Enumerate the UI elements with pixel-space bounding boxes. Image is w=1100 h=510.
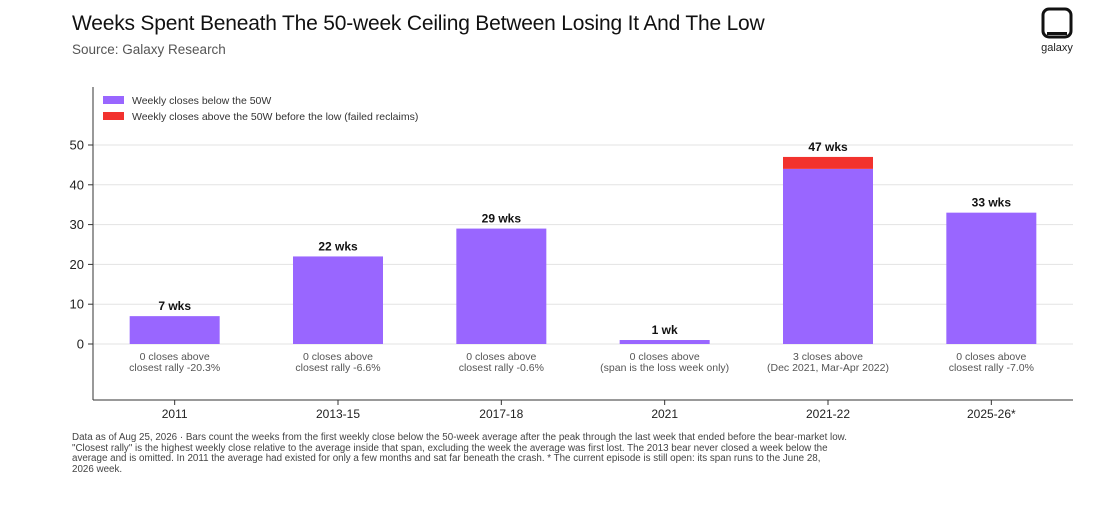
x-tick-label: 2013-15 — [316, 407, 360, 421]
bar-annotation-line2: (span is the loss week only) — [600, 362, 729, 374]
bar-annotation-line2: closest rally -0.6% — [459, 362, 544, 374]
bar-annotation-line2: closest rally -7.0% — [949, 362, 1034, 374]
bar-data-label: 22 wks — [318, 239, 358, 253]
footnote-line: Data as of Aug 25, 2026 · Bars count the… — [72, 432, 847, 443]
bar-data-label: 29 wks — [482, 212, 522, 226]
bar-annotation-line2: closest rally -20.3% — [129, 362, 220, 374]
axes — [92, 87, 1073, 401]
y-tick-label: 40 — [70, 177, 84, 192]
bar-data-label: 7 wks — [158, 299, 191, 313]
bar-annotation-line1: 0 closes above — [140, 351, 210, 363]
footnote-line: 2026 week. — [72, 463, 123, 475]
x-tick-label: 2025-26* — [967, 407, 1016, 421]
y-axis-ticks: 0 10 20 30 40 50 — [70, 138, 93, 352]
chart-title: Weeks Spent Beneath The 50-week Ceiling … — [72, 12, 765, 35]
legend-swatch-above — [103, 112, 124, 120]
y-tick-label: 0 — [77, 337, 84, 352]
bar-below — [783, 168, 873, 344]
galaxy-logo: galaxy — [1034, 6, 1080, 58]
bars — [129, 156, 1037, 344]
galaxy-logo-text: galaxy — [1041, 42, 1073, 54]
bar-data-label: 47 wks — [808, 140, 848, 154]
y-tick-label: 20 — [70, 257, 84, 272]
galaxy-logo-icon — [1041, 7, 1073, 39]
bar-chart: 0 10 20 30 40 50 7 wks 22 wks 29 wks 1 wk 47 wks 3… — [70, 87, 1073, 421]
x-axis-ticks: 2011 2013-15 2017-18 2021 2021-22 2025-26* — [162, 400, 1016, 421]
footnote-line: average and is omitted. In 2011 the aver… — [72, 453, 821, 465]
bar-above — [783, 156, 873, 169]
bar-below — [946, 212, 1037, 344]
y-tick-label: 50 — [70, 138, 84, 153]
bar-below — [129, 316, 220, 344]
x-tick-label: 2017-18 — [479, 407, 523, 421]
bar-annotation-line1: 3 closes above — [793, 351, 863, 363]
bar-data-label: 1 wk — [652, 323, 678, 337]
legend: Weekly closes below the 50W Weekly closes… — [103, 95, 418, 123]
bar-below — [456, 228, 547, 344]
bar-below — [619, 340, 710, 344]
legend-swatch-below — [103, 96, 124, 104]
y-tick-label: 10 — [70, 297, 84, 312]
bar-annotation-line2: (Dec 2021, Mar-Apr 2022) — [767, 362, 889, 374]
chart-source: Source: Galaxy Research — [72, 42, 226, 57]
bar-annotation-line2: closest rally -6.6% — [295, 362, 380, 374]
data-labels: 7 wks 22 wks 29 wks 1 wk 47 wks 33 wks — [158, 140, 1011, 337]
x-tick-label: 2011 — [162, 407, 188, 421]
legend-label: Weekly closes above the 50W before the l… — [132, 111, 418, 123]
bar-annotation-line1: 0 closes above — [466, 351, 536, 363]
bar-annotation-line1: 0 closes above — [303, 351, 373, 363]
bar-below — [293, 256, 383, 344]
x-tick-label: 2021-22 — [806, 407, 850, 421]
footnote-line: "Closest rally" is the highest weekly cl… — [72, 442, 828, 454]
footnote: Data as of Aug 25, 2026 · Bars count the… — [72, 432, 862, 475]
bar-data-label: 33 wks — [972, 196, 1012, 210]
y-tick-label: 30 — [70, 217, 84, 232]
bar-annotation-line1: 0 closes above — [956, 351, 1026, 363]
gridlines — [93, 144, 1073, 345]
bar-annotation-line1: 0 closes above — [630, 351, 700, 363]
legend-label: Weekly closes below the 50W — [132, 95, 271, 107]
x-tick-label: 2021 — [651, 407, 678, 421]
